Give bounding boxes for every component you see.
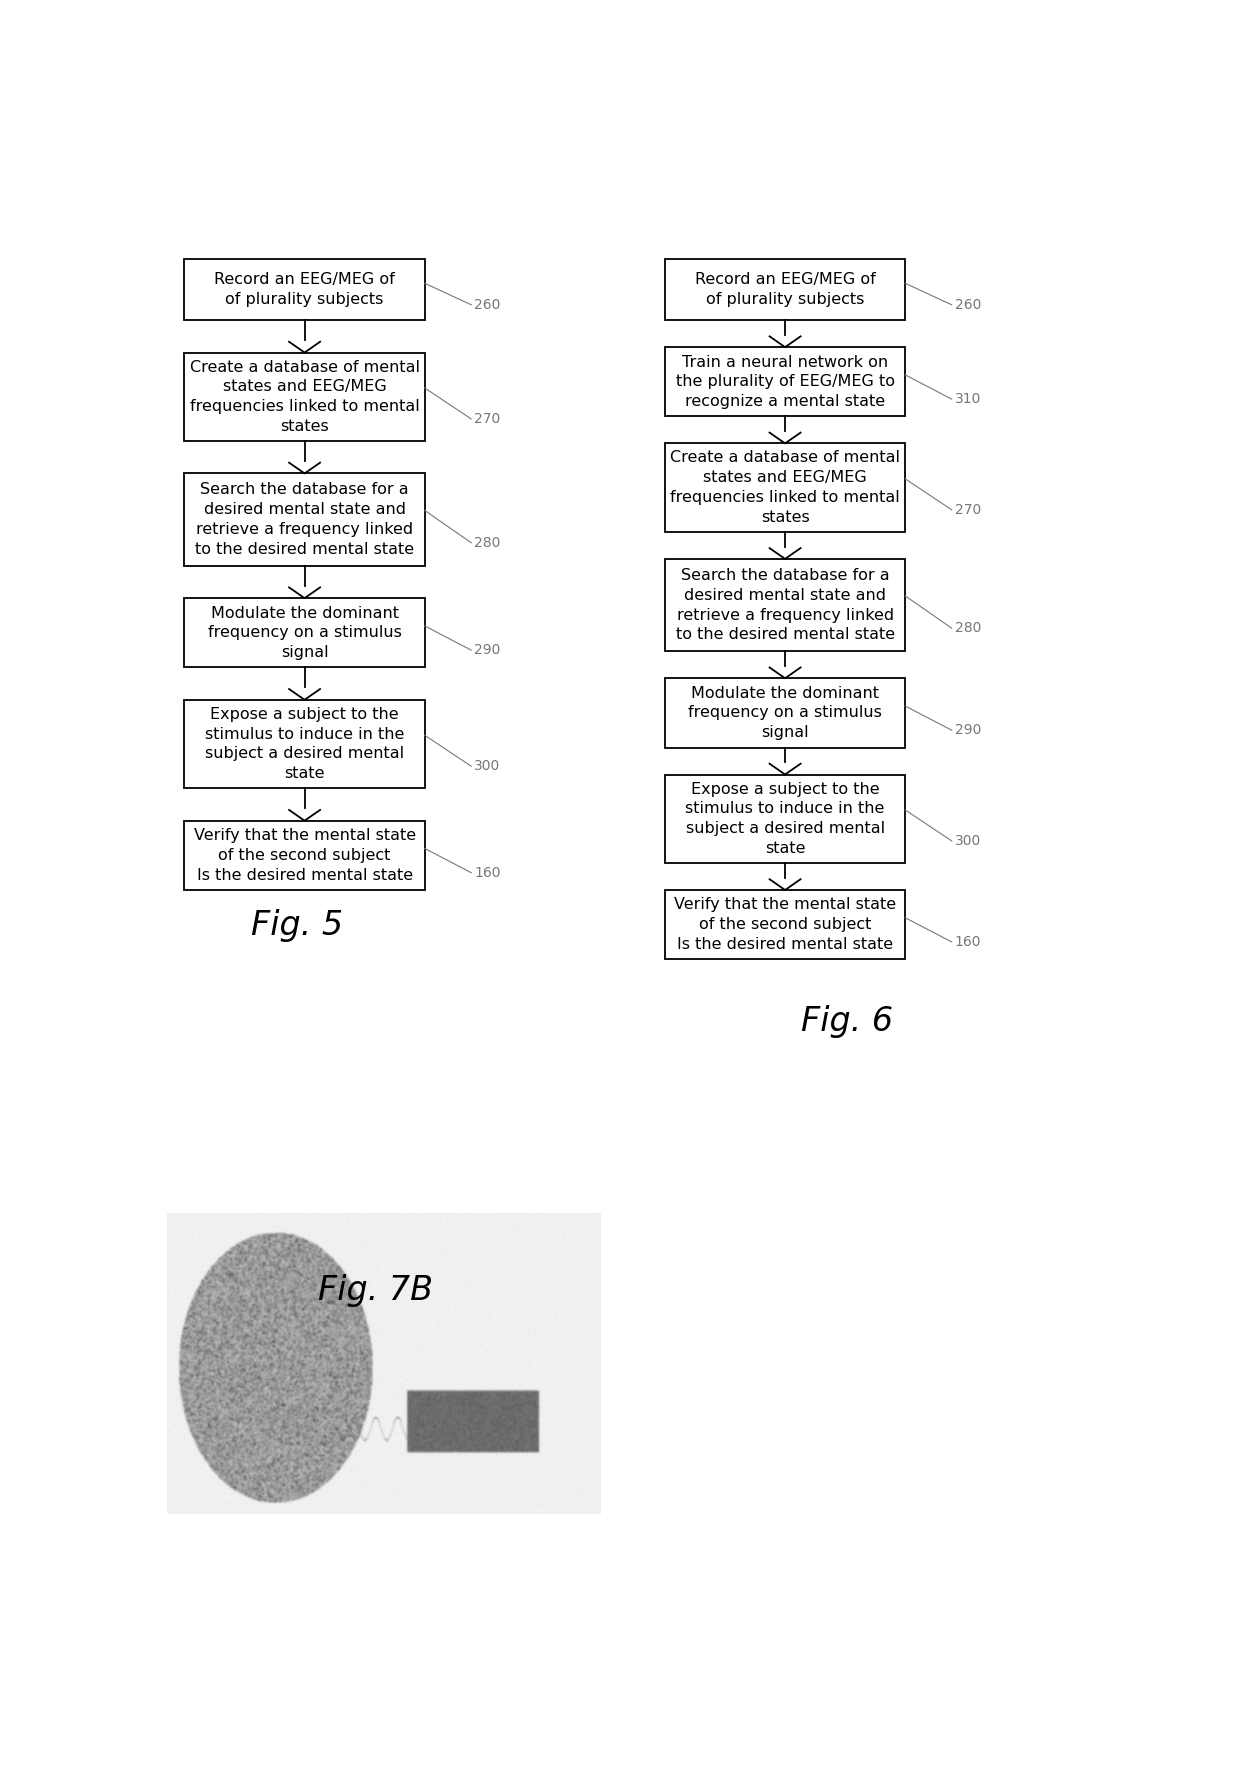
Text: Fig. 6: Fig. 6	[801, 1005, 893, 1039]
Bar	[665, 678, 905, 747]
Text: Record an EEG/MEG of
of plurality subjects: Record an EEG/MEG of of plurality subjec…	[215, 273, 396, 306]
Text: Record an EEG/MEG of
of plurality subjects: Record an EEG/MEG of of plurality subjec…	[694, 273, 875, 306]
Text: Expose a subject to the
stimulus to induce in the
subject a desired mental
state: Expose a subject to the stimulus to indu…	[686, 782, 885, 857]
Text: Expose a subject to the
stimulus to induce in the
subject a desired mental
state: Expose a subject to the stimulus to indu…	[205, 706, 404, 781]
Text: Search the database for a
desired mental state and
retrieve a frequency linked
t: Search the database for a desired mental…	[676, 568, 894, 643]
Text: 300: 300	[474, 759, 501, 773]
Text: Create a database of mental
states and EEG/MEG
frequencies linked to mental
stat: Create a database of mental states and E…	[190, 359, 419, 434]
Text: Fig. 7B: Fig. 7B	[319, 1274, 433, 1306]
Bar	[185, 821, 424, 890]
Text: 260: 260	[955, 297, 981, 312]
Text: Train a neural network on
the plurality of EEG/MEG to
recognize a mental state: Train a neural network on the plurality …	[676, 354, 894, 409]
Text: Modulate the dominant
frequency on a stimulus
signal: Modulate the dominant frequency on a sti…	[207, 605, 402, 660]
Bar	[665, 559, 905, 651]
Bar	[665, 347, 905, 416]
Text: Search the database for a
desired mental state and
retrieve a frequency linked
t: Search the database for a desired mental…	[195, 483, 414, 558]
Text: 280: 280	[955, 621, 981, 635]
Text: 290: 290	[955, 724, 981, 738]
Text: Fig. 5: Fig. 5	[250, 910, 343, 942]
Text: 280: 280	[474, 536, 501, 550]
Bar	[185, 352, 424, 441]
Bar	[665, 444, 905, 533]
Bar	[665, 258, 905, 320]
Bar	[185, 258, 424, 320]
Text: 160: 160	[955, 935, 981, 949]
Text: 300: 300	[955, 834, 981, 848]
Text: 270: 270	[474, 412, 501, 427]
Bar	[185, 473, 424, 566]
Text: 260: 260	[474, 297, 501, 312]
Text: Create a database of mental
states and EEG/MEG
frequencies linked to mental
stat: Create a database of mental states and E…	[670, 451, 900, 526]
Bar	[665, 775, 905, 864]
Text: 290: 290	[474, 643, 501, 657]
Text: Verify that the mental state
of the second subject
Is the desired mental state: Verify that the mental state of the seco…	[675, 897, 897, 952]
Text: Verify that the mental state
of the second subject
Is the desired mental state: Verify that the mental state of the seco…	[193, 828, 415, 883]
Text: 160: 160	[474, 866, 501, 880]
Bar	[185, 598, 424, 667]
Bar	[665, 890, 905, 959]
Bar	[185, 699, 424, 788]
Text: 270: 270	[955, 503, 981, 517]
Text: Modulate the dominant
frequency on a stimulus
signal: Modulate the dominant frequency on a sti…	[688, 685, 882, 740]
Text: 310: 310	[955, 393, 981, 405]
